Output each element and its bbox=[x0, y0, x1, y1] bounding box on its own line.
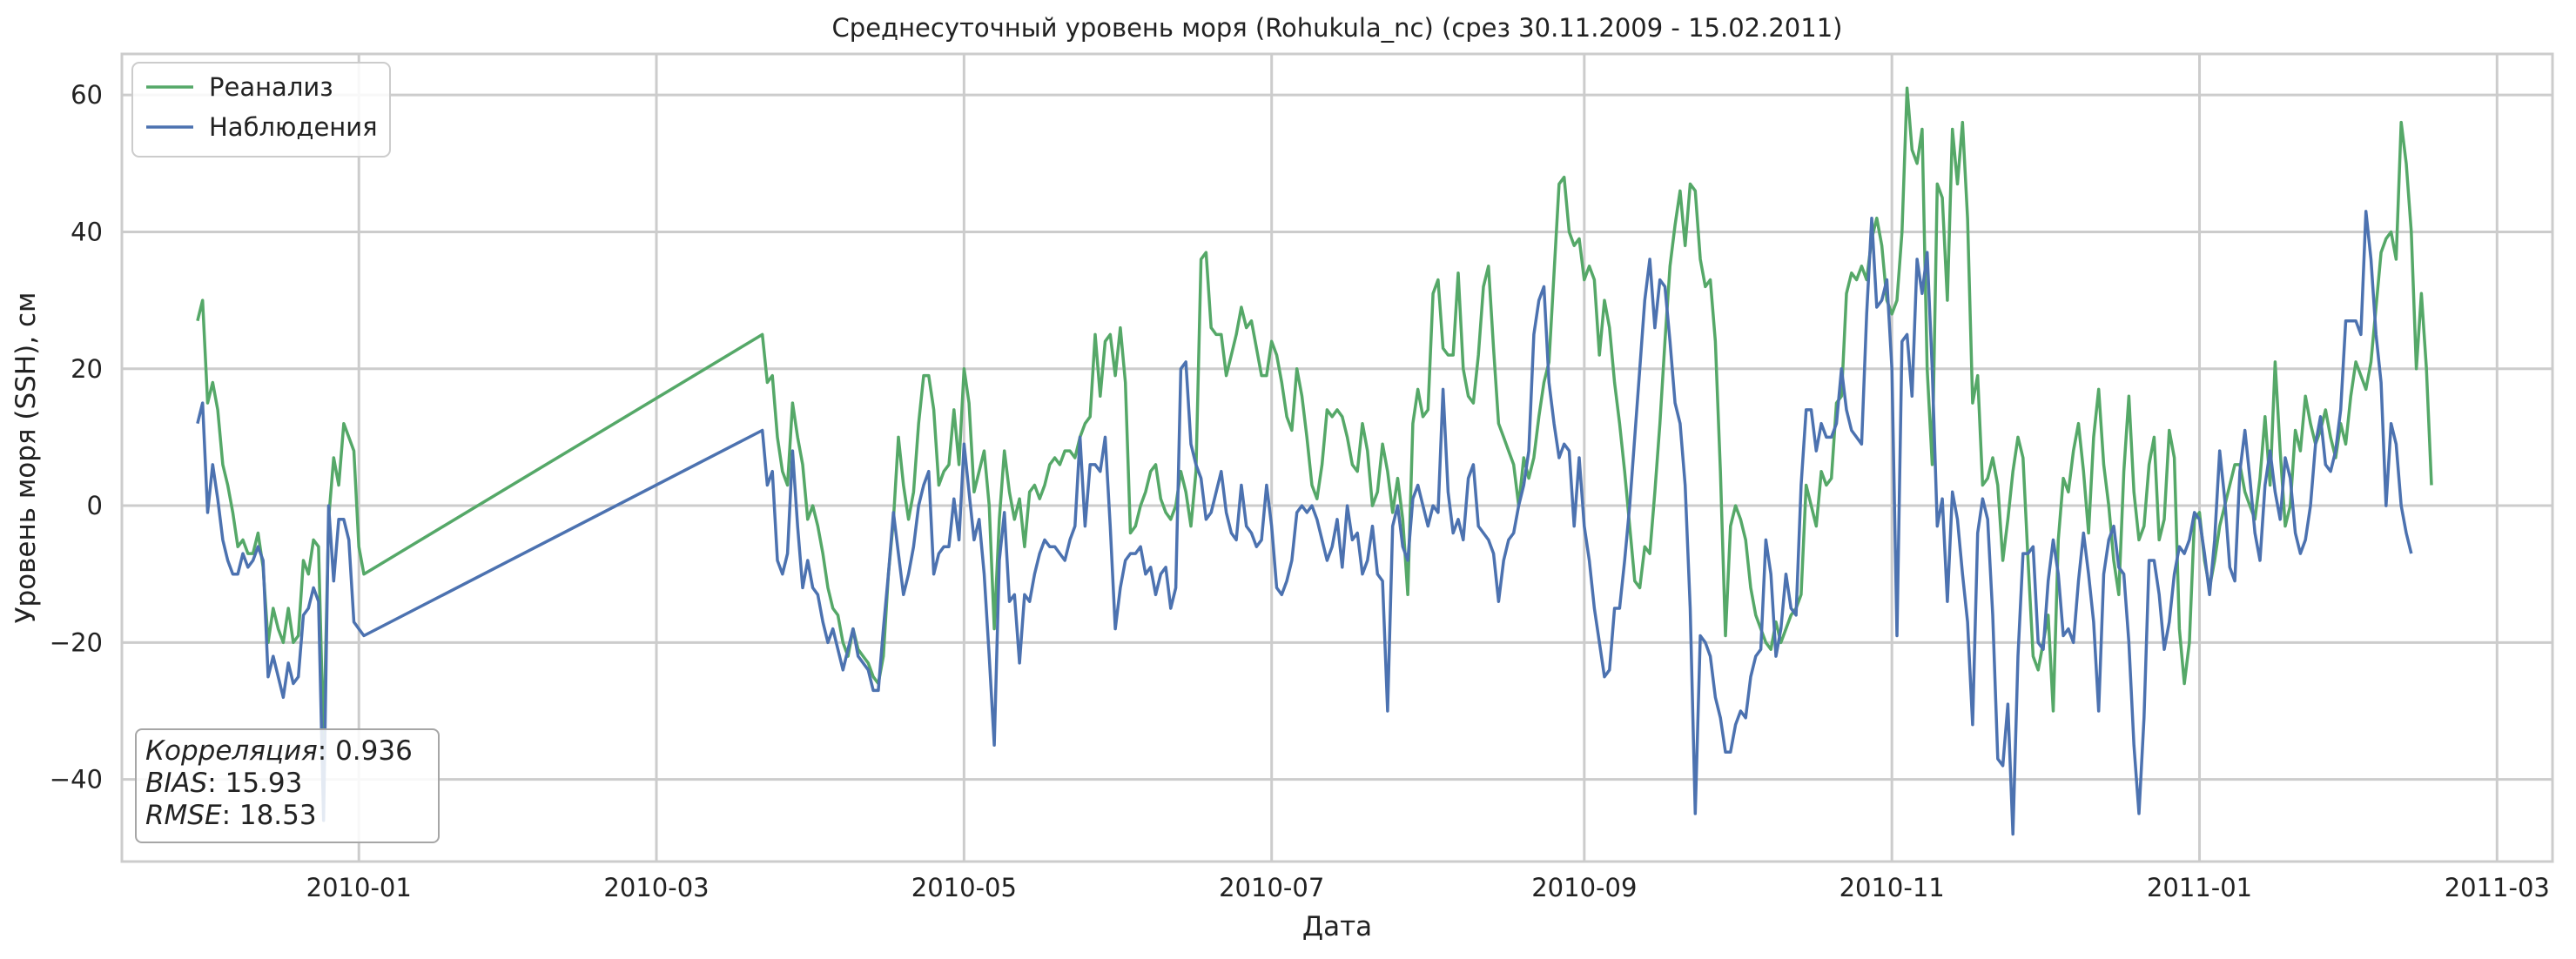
y-tick-label: 60 bbox=[71, 80, 103, 110]
rmse-stat: RMSE: 18.53 bbox=[145, 800, 429, 832]
bias-label: BIAS bbox=[145, 768, 208, 799]
correlation-value: : 0.936 bbox=[317, 735, 413, 767]
y-tick-label: −20 bbox=[50, 627, 103, 657]
legend-box bbox=[131, 62, 391, 158]
x-tick-label: 2010-03 bbox=[603, 873, 709, 902]
correlation-stat: Корреляция: 0.936 bbox=[145, 735, 429, 768]
grid bbox=[122, 54, 2552, 862]
x-tick-label: 2010-07 bbox=[1219, 873, 1324, 902]
y-tick-label: −40 bbox=[50, 765, 103, 795]
chart-title: Среднесуточный уровень моря (Rohukula_nc… bbox=[832, 13, 1843, 43]
x-tick-label: 2010-01 bbox=[306, 873, 412, 902]
y-axis-label: Уровень моря (SSH), см bbox=[10, 292, 42, 624]
rmse-value: : 18.53 bbox=[221, 800, 317, 831]
legend-label: Наблюдения bbox=[209, 112, 378, 142]
bias-stat: BIAS: 15.93 bbox=[145, 768, 429, 800]
legend-label: Реанализ bbox=[209, 72, 333, 102]
y-tick-label: 40 bbox=[71, 217, 103, 246]
legend: Реанализ Наблюдения bbox=[131, 62, 391, 158]
plot-frame bbox=[120, 52, 2554, 863]
correlation-label: Корреляция bbox=[145, 735, 318, 767]
stats-box: Корреляция: 0.936 BIAS: 15.93 RMSE: 18.5… bbox=[135, 728, 440, 843]
series-line-2 bbox=[196, 210, 2413, 836]
x-tick-label: 2010-05 bbox=[911, 873, 1017, 902]
x-axis-label: Дата bbox=[1302, 911, 1372, 942]
x-tick-label: 2011-03 bbox=[2445, 873, 2550, 902]
bias-value: : 15.93 bbox=[207, 768, 303, 799]
y-tick-label: 0 bbox=[87, 491, 103, 520]
x-tick-labels: 2010-01 2010-03 2010-05 2010-07 2010-09 2010-… bbox=[306, 873, 2550, 902]
series-line-1 bbox=[196, 86, 2433, 748]
x-tick-label: 2010-11 bbox=[1840, 873, 1945, 902]
y-tick-labels: −40 −20 0 20 40 60 bbox=[50, 80, 103, 794]
y-tick-label: 20 bbox=[71, 354, 103, 384]
x-tick-label: 2010-09 bbox=[1531, 873, 1637, 902]
rmse-label: RMSE bbox=[145, 800, 222, 831]
x-tick-label: 2011-01 bbox=[2147, 873, 2252, 902]
series-lines bbox=[196, 86, 2433, 836]
